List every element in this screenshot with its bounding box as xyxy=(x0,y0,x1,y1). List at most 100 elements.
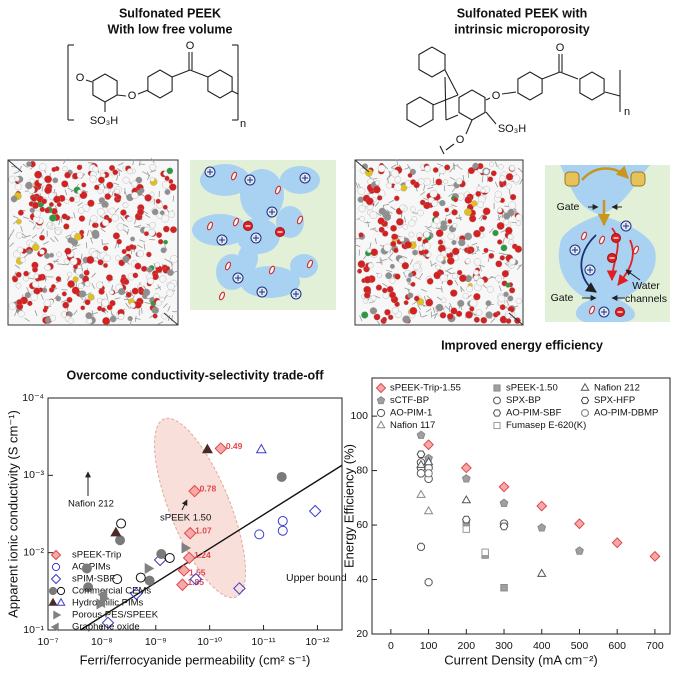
atom xyxy=(440,220,447,227)
atom xyxy=(61,213,68,220)
polymer-stick xyxy=(24,317,30,322)
y-tick-label: 10⁻² xyxy=(23,546,44,558)
atom xyxy=(17,310,25,318)
atom xyxy=(131,287,139,295)
polymer-stick xyxy=(129,290,134,297)
atom xyxy=(73,233,82,241)
bond xyxy=(445,114,459,121)
y-tick-label: 60 xyxy=(356,519,368,531)
data-point xyxy=(481,548,489,557)
atom xyxy=(112,169,119,176)
atom xyxy=(399,236,405,242)
polymer-stick xyxy=(67,187,74,192)
atom xyxy=(401,262,410,270)
atom xyxy=(365,197,374,206)
polymer-stick xyxy=(23,216,29,220)
atom xyxy=(78,215,86,222)
atom xyxy=(98,288,105,295)
data-point xyxy=(575,546,584,555)
atom xyxy=(163,225,170,233)
water-molecule xyxy=(224,261,232,271)
atom xyxy=(492,312,499,318)
atom xyxy=(101,200,109,209)
legend-marker xyxy=(56,597,66,606)
polymer-stick xyxy=(100,228,106,233)
atom xyxy=(423,231,430,238)
data-point xyxy=(416,430,426,439)
data-point xyxy=(460,462,472,474)
polymer-stick xyxy=(163,303,168,309)
atom xyxy=(32,266,38,273)
water-molecule xyxy=(632,245,640,255)
atom xyxy=(473,258,482,266)
atom xyxy=(39,206,45,213)
atom xyxy=(408,219,416,227)
atom xyxy=(84,280,91,287)
atom xyxy=(78,207,85,214)
legend-marker xyxy=(56,586,66,596)
polymer-stick xyxy=(481,176,484,183)
polymer-stick xyxy=(73,309,78,316)
x-tick-label: 10⁻¹⁰ xyxy=(197,636,222,648)
atom xyxy=(389,263,395,269)
atom xyxy=(52,177,59,184)
data-point xyxy=(254,529,265,540)
x-tick-label: 700 xyxy=(646,640,664,652)
polymer-stick xyxy=(132,159,135,166)
atom xyxy=(155,198,161,204)
atom xyxy=(162,204,168,210)
point-label: 0.49 xyxy=(226,441,243,451)
polymer-stick xyxy=(368,301,375,304)
atom xyxy=(496,222,505,230)
atom xyxy=(480,188,486,194)
atom xyxy=(109,165,116,172)
atom xyxy=(396,218,404,226)
atom xyxy=(137,208,144,216)
atom xyxy=(473,316,480,323)
atom xyxy=(44,207,51,214)
atom xyxy=(505,313,511,319)
polymer-stick xyxy=(476,246,480,253)
point-label: 1.07 xyxy=(195,525,212,535)
atom-label: SO₃H xyxy=(90,115,118,127)
polymer-stick xyxy=(116,174,119,181)
y-tick-label: 10⁻⁴ xyxy=(22,392,44,404)
atom xyxy=(34,170,43,179)
polymer-stick xyxy=(23,253,29,259)
polymer-stick xyxy=(421,314,428,318)
atom xyxy=(103,187,110,195)
water-molecule xyxy=(306,259,314,269)
polymer-stick xyxy=(124,295,130,302)
benzene-ring xyxy=(517,71,543,101)
legend-label: Porous PES/SPEEK xyxy=(72,610,159,621)
simulation-box xyxy=(7,157,180,327)
polymer-stick xyxy=(457,165,463,170)
data-point xyxy=(461,515,471,524)
atom xyxy=(167,269,174,276)
atom xyxy=(483,247,489,253)
legend-label: Commercial CEMs xyxy=(72,586,151,597)
polymer-stick xyxy=(41,185,44,192)
atom xyxy=(407,292,414,299)
atom xyxy=(499,255,505,261)
atom xyxy=(15,282,22,289)
atom xyxy=(162,181,170,189)
atom xyxy=(149,222,156,229)
atom xyxy=(33,210,41,218)
atom xyxy=(383,243,392,252)
legend-label: sPEEK-Trip xyxy=(72,550,121,561)
water-molecule xyxy=(296,215,304,225)
polymer-stick xyxy=(460,286,462,293)
polymer-stick xyxy=(517,167,523,173)
atom-label: n xyxy=(240,118,246,130)
atom xyxy=(402,224,409,230)
atom xyxy=(389,291,397,299)
polymer-stick xyxy=(80,173,86,179)
data-point xyxy=(181,542,192,554)
atom xyxy=(98,176,105,184)
atom xyxy=(149,176,155,182)
polymer-stick xyxy=(494,161,498,168)
atom xyxy=(90,215,98,223)
legend-marker xyxy=(493,384,501,392)
polymer-stick xyxy=(437,163,444,167)
